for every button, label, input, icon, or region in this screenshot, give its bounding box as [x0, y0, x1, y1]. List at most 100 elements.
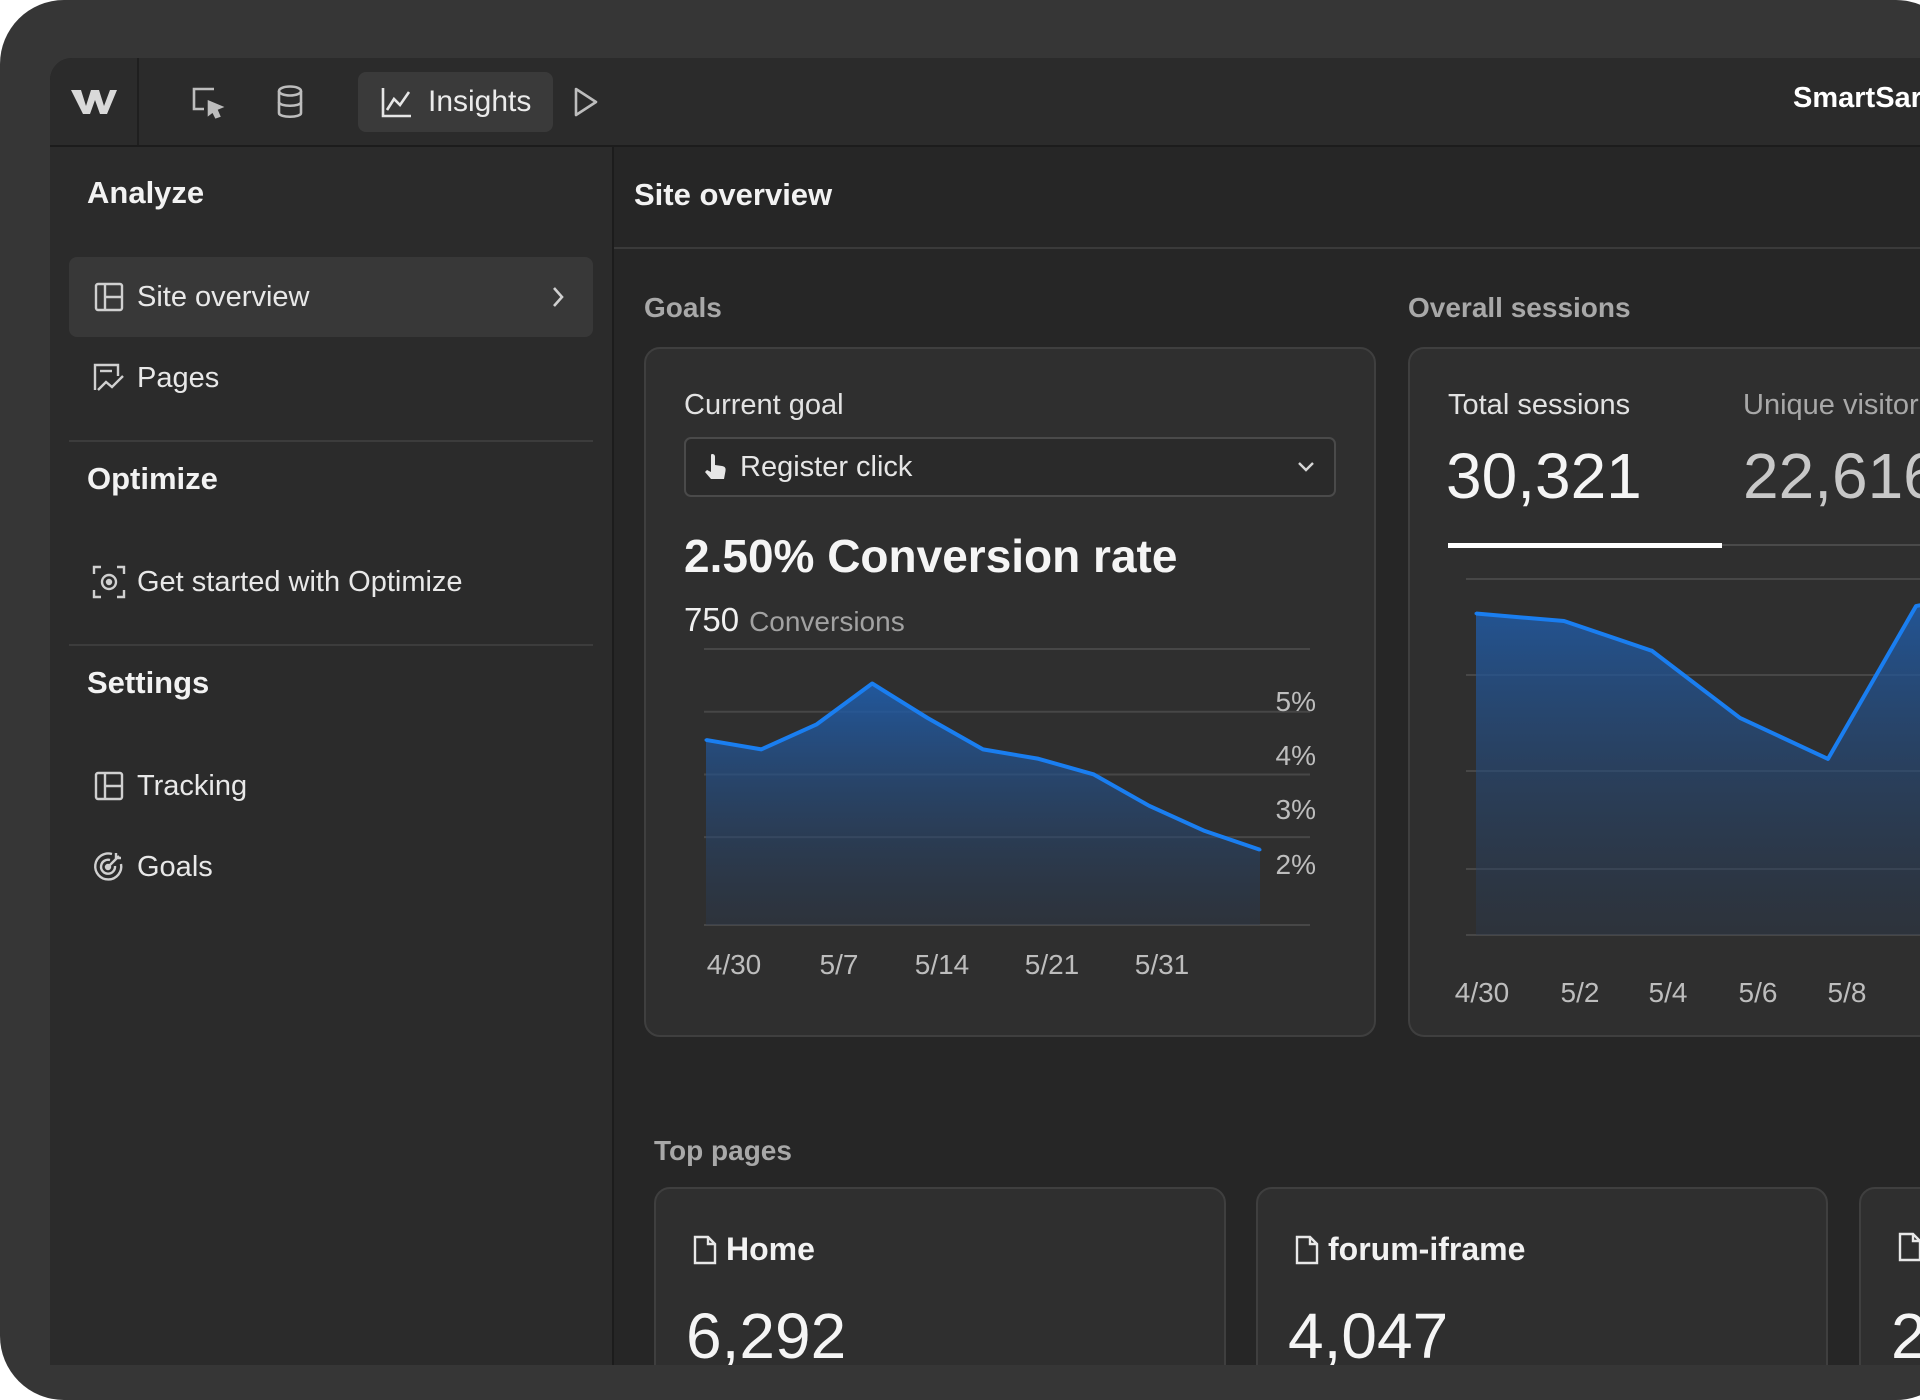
data-point — [1258, 848, 1262, 852]
sidebar-item-pages[interactable]: Pages — [69, 338, 593, 418]
data-point — [926, 716, 930, 720]
chart-line — [1475, 603, 1920, 761]
data-point — [1650, 649, 1654, 653]
x-tick-label: 5/4 — [1649, 977, 1688, 1008]
conversion-rate: 2.50% Conversion rate — [684, 530, 1178, 582]
page-title: Site overview — [634, 177, 833, 212]
data-point — [1203, 829, 1207, 833]
site-name[interactable]: SmartSar — [1793, 82, 1920, 114]
selected-goal: Register click — [740, 451, 913, 483]
focus-target-icon — [91, 564, 127, 600]
sidebar-item-get-started-optimize[interactable]: Get started with Optimize — [69, 542, 593, 622]
sparkline — [1638, 1339, 1818, 1365]
top-pages-section-title: Top pages — [654, 1135, 792, 1166]
data-point — [1562, 619, 1566, 623]
main-content: Site overview Goals Overall sessions Cur… — [614, 147, 1920, 1365]
y-tick-label: 2% — [1276, 849, 1316, 880]
section-title-settings: Settings — [87, 665, 210, 700]
page-views-value: 6,292 — [686, 1300, 847, 1365]
sidebar-item-label: Pages — [137, 361, 220, 394]
page-views-value: 2 — [1891, 1299, 1920, 1365]
active-tab-underline — [1448, 543, 1722, 548]
chart-area — [1476, 605, 1920, 935]
y-tick-label: 3% — [1276, 794, 1316, 825]
tab-insights[interactable]: Insights — [358, 72, 554, 132]
database-icon[interactable] — [255, 72, 325, 132]
data-point — [759, 747, 763, 751]
data-point — [1147, 804, 1151, 808]
pointer-hand-icon — [702, 452, 730, 487]
unique-visitors-value: 22,616 — [1743, 440, 1920, 512]
file-icon — [1295, 1235, 1319, 1264]
section-title-optimize: Optimize — [87, 461, 218, 496]
data-point — [981, 747, 985, 751]
data-point — [1474, 612, 1478, 616]
x-tick-label: 4/30 — [707, 949, 762, 980]
x-tick-label: 5/31 — [1135, 949, 1190, 980]
y-tick-label: 5% — [1276, 686, 1316, 717]
preview-play-icon[interactable] — [550, 72, 620, 132]
page-card-title: Home — [692, 1231, 815, 1268]
designer-icon[interactable] — [172, 72, 242, 132]
data-point — [1738, 716, 1742, 720]
data-point — [704, 738, 708, 742]
x-tick-label: 5/2 — [1561, 977, 1600, 1008]
page-views-value: 4,047 — [1288, 1300, 1449, 1365]
x-tick-label: 5/6 — [1739, 977, 1778, 1008]
x-tick-label: 5/21 — [1025, 949, 1080, 980]
sidebar-item-label: Get started with Optimize — [137, 565, 463, 598]
current-goal-label: Current goal — [684, 389, 844, 421]
tab-insights-label: Insights — [428, 85, 532, 118]
page-card-title: forum-iframe — [1294, 1231, 1525, 1268]
webflow-logo-icon[interactable] — [50, 58, 139, 145]
data-point — [870, 682, 874, 685]
page-card-forum-iframe[interactable]: forum-iframe 4,047 — [1256, 1187, 1828, 1365]
goal-select[interactable]: Register click — [684, 437, 1336, 497]
tab-underline-track — [1722, 544, 1920, 546]
sparkline — [1036, 1339, 1216, 1365]
conversions-value: 750 — [684, 601, 740, 638]
main-header: Site overview — [614, 147, 1920, 249]
data-point — [1092, 772, 1096, 776]
data-point — [1914, 604, 1918, 608]
pages-chart-icon — [91, 360, 127, 396]
sidebar-item-label: Tracking — [137, 769, 248, 802]
data-point — [1826, 757, 1830, 761]
sessions-chart: 4/30 5/2 5/4 5/6 5/8 — [1448, 543, 1920, 1008]
chevron-down-icon — [1296, 457, 1316, 482]
data-point — [815, 722, 819, 726]
app-window: Insights SmartSar Analyze Site overview — [50, 58, 1920, 1365]
sidebar-item-label: Site overview — [137, 280, 310, 313]
x-tick-label: 5/8 — [1828, 977, 1867, 1008]
page-card-home[interactable]: Home 6,292 — [654, 1187, 1226, 1365]
page-card-third[interactable]: 2 — [1859, 1187, 1920, 1365]
page-card-title — [1897, 1231, 1920, 1263]
x-tick-label: 5/7 — [820, 949, 859, 980]
data-point — [1036, 757, 1040, 761]
y-tick-label: 4% — [1276, 740, 1316, 771]
conversion-rate-chart: 5% 4% 3% 2% 4/30 5/7 5/14 5/21 5/31 — [704, 648, 1316, 980]
x-tick-label: 5/14 — [915, 949, 970, 980]
layout-icon — [91, 279, 127, 315]
sidebar: Analyze Site overview Pages Optimize — [50, 147, 614, 1365]
sessions-section-title: Overall sessions — [1408, 292, 1631, 323]
sidebar-divider — [69, 644, 593, 646]
page-name: Home — [726, 1231, 815, 1267]
page-name: forum-iframe — [1328, 1231, 1526, 1267]
conversions-count: 750 Conversions — [684, 601, 905, 639]
section-title-analyze: Analyze — [87, 175, 205, 210]
conversions-label: Conversions — [749, 606, 905, 637]
goals-section-title: Goals — [644, 292, 722, 323]
sidebar-item-tracking[interactable]: Tracking — [69, 746, 593, 826]
sessions-card: Total sessions 30,321 Unique visitor 22,… — [1408, 347, 1920, 1037]
goals-card: Current goal Register click 2.50% Conver… — [644, 347, 1376, 1037]
x-tick-label: 4/30 — [1455, 977, 1510, 1008]
total-sessions-label: Total sessions — [1448, 389, 1631, 421]
sidebar-item-goals[interactable]: Goals — [69, 827, 593, 907]
sidebar-divider — [69, 440, 593, 442]
sidebar-item-site-overview[interactable]: Site overview — [69, 257, 593, 337]
chevron-right-icon — [549, 283, 567, 316]
file-icon — [693, 1235, 717, 1264]
file-icon — [1898, 1232, 1920, 1262]
goal-target-icon — [91, 849, 127, 885]
